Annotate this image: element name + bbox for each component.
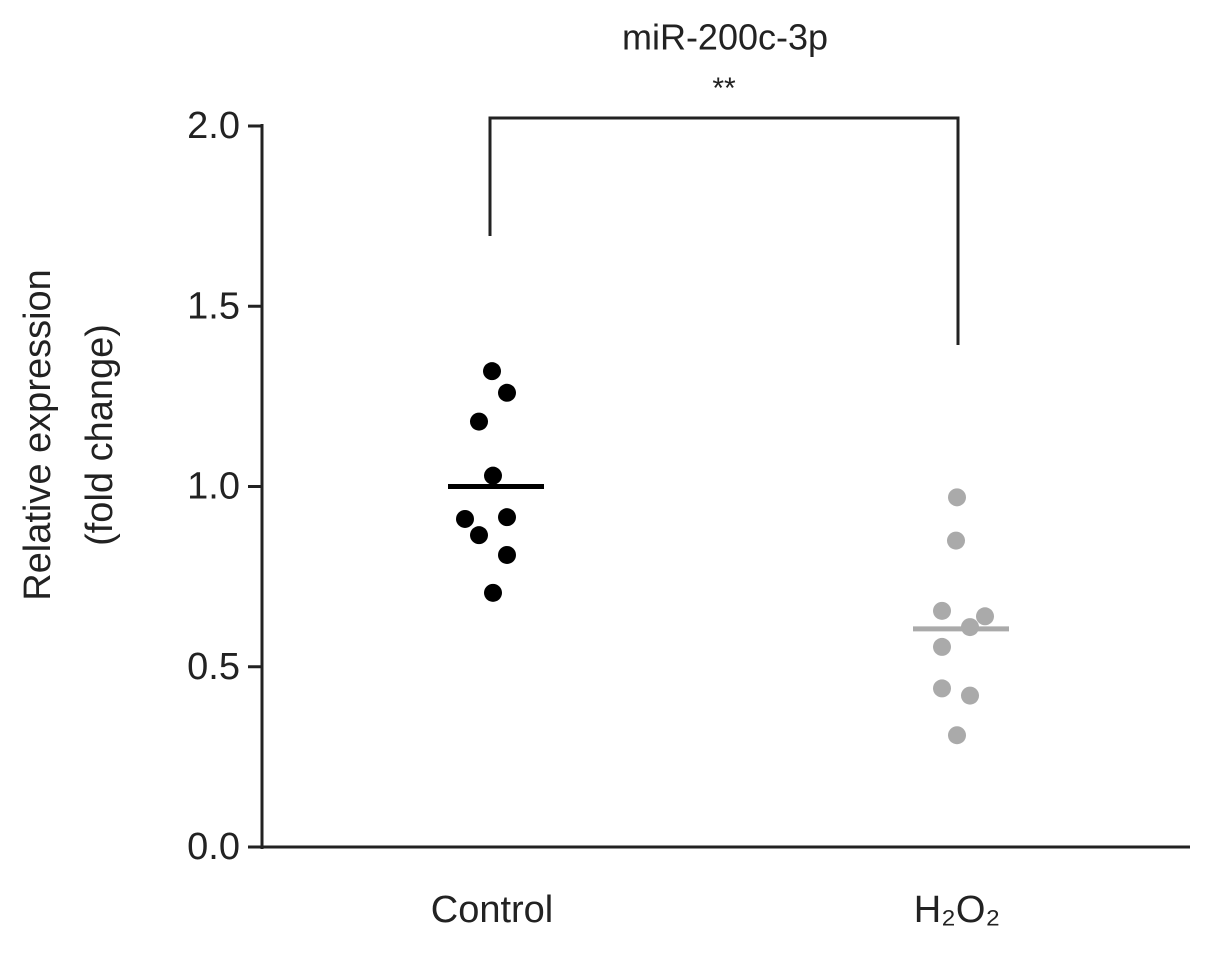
y-tick-label: 1.5 xyxy=(187,285,240,327)
x-tick-label: H₂O₂ xyxy=(914,889,1001,931)
dot xyxy=(976,607,994,626)
y-tick-label: 1.0 xyxy=(187,466,240,508)
dot xyxy=(470,526,488,545)
dot xyxy=(948,488,966,507)
dot xyxy=(498,383,516,402)
dot xyxy=(948,726,966,745)
dot xyxy=(470,412,488,431)
significance-bracket xyxy=(488,116,960,345)
dot xyxy=(456,509,474,528)
dot xyxy=(483,362,501,381)
dot xyxy=(498,508,516,527)
y-tick-label: 0.0 xyxy=(187,826,240,868)
y-tick-label: 2.0 xyxy=(187,105,240,147)
y-label: Relative expression xyxy=(17,269,59,601)
significance: ** xyxy=(712,72,736,105)
dot xyxy=(484,583,502,602)
y-label-line: Relative expression xyxy=(17,269,59,601)
dot xyxy=(947,531,965,550)
dot xyxy=(498,545,516,564)
dot xyxy=(933,679,951,698)
chart-title: miR-200c-3p xyxy=(622,17,828,58)
dot xyxy=(933,601,951,620)
dot xyxy=(933,637,951,656)
y-label: (fold change) xyxy=(79,324,121,546)
dot xyxy=(484,466,502,485)
y-tick-label: 0.5 xyxy=(187,646,240,688)
dot xyxy=(961,686,979,705)
x-tick-label: Control xyxy=(431,889,554,931)
y-label-line: (fold change) xyxy=(79,324,121,546)
